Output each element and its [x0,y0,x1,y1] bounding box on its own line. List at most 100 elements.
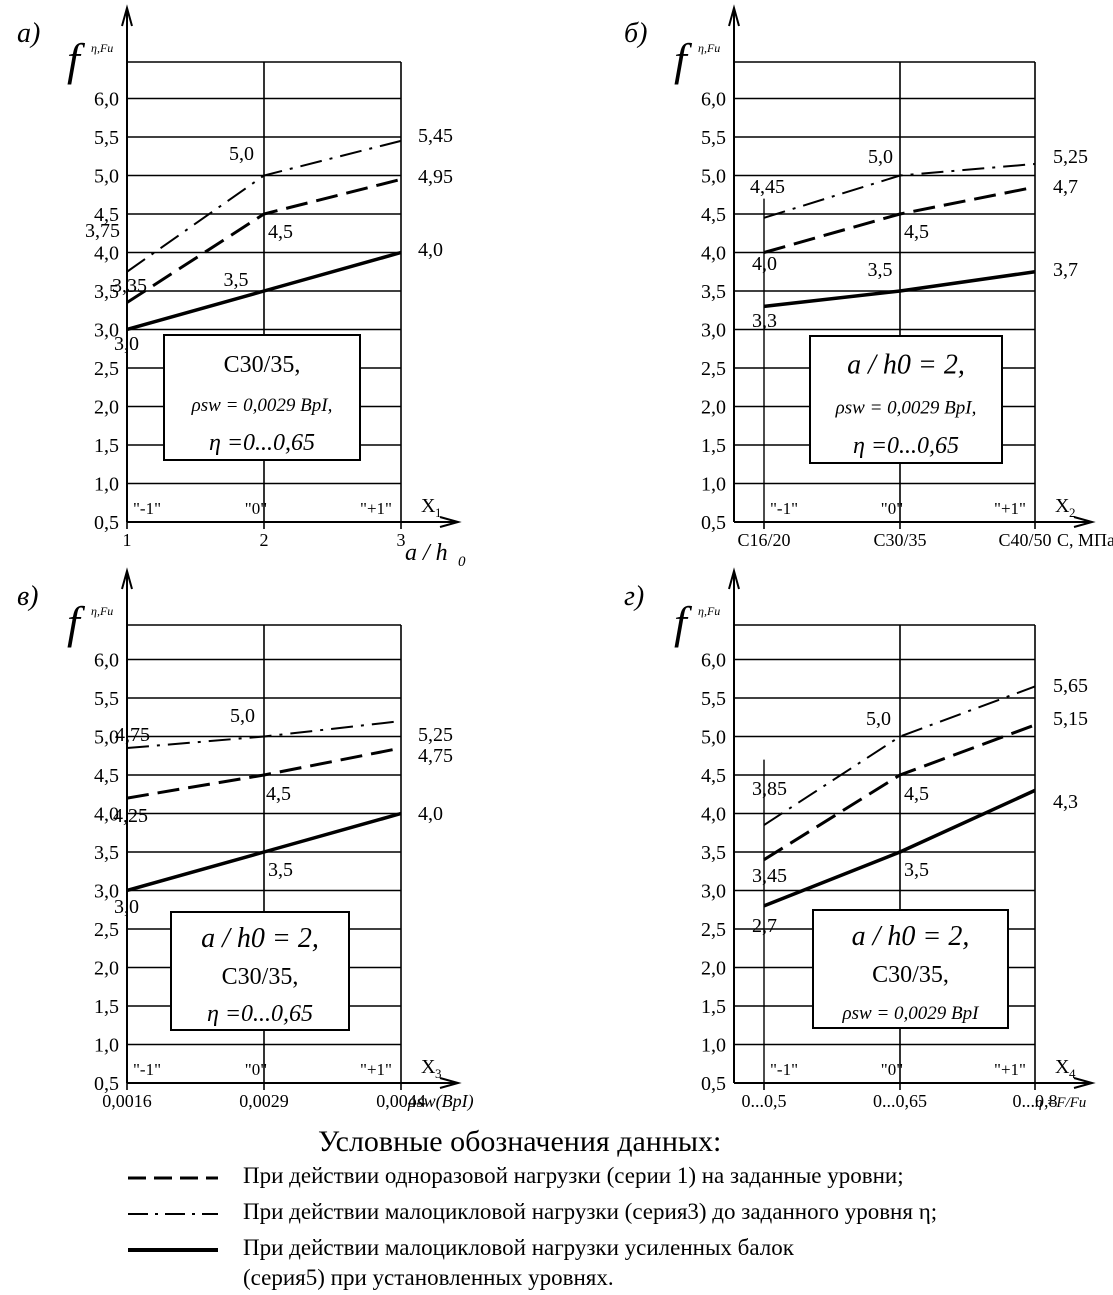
y-tick-label: 5,0 [701,166,726,188]
data-label: 3,85 [752,778,787,800]
x-tick-label: 0,0044 [376,1091,426,1111]
y-tick-label: 1,0 [94,1035,119,1057]
y-tick-label: 5,0 [94,727,119,749]
y-tick-label: 2,5 [701,919,726,941]
legend-text-dashdot: При действии малоцикловой нагрузки (сери… [243,1199,938,1224]
series-line-dashed [763,185,1036,254]
y-tick-label: 2,0 [701,397,726,419]
series-line-dashed [126,746,402,800]
x-tick-label: 2 [260,530,269,550]
data-label: 3,5 [224,269,249,291]
y-tick-label: 2,0 [94,958,119,980]
x-tick-label: 0,0016 [102,1091,152,1111]
y-axis-label-superscript: η,Fu [91,41,113,55]
y-tick-label: 0,5 [94,1073,119,1095]
x-axis-arrow [439,516,462,528]
parameter-box-line: C30/35, [872,962,949,988]
x-axis-label: a / h [405,540,448,566]
y-axis-label: f [674,34,693,85]
y-tick-label: 4,0 [701,804,726,826]
panel-label: б) [624,18,647,49]
data-label: 5,15 [1053,708,1088,730]
x-tick-label: 0...0,8 [1013,1091,1058,1111]
series-line-solid [126,811,402,893]
series-line-solid [126,250,402,332]
x-tick-label: 0...0,5 [742,1091,787,1111]
code-level-label: "0" [245,1060,267,1079]
y-tick-label: 5,5 [701,688,726,710]
y-tick-label: 4,5 [701,765,726,787]
y-tick-label: 1,5 [94,996,119,1018]
y-tick-label: 4,5 [94,204,119,226]
factor-label: X [421,1056,436,1078]
data-label: 3,45 [752,865,787,887]
series-line-solid [763,788,1036,908]
panel-label: а) [17,18,40,49]
data-label: 4,5 [904,783,929,805]
y-tick-label: 0,5 [94,512,119,534]
y-tick-label: 3,0 [701,320,726,342]
series-line-dashdot [126,720,402,750]
code-level-label: "0" [245,499,267,518]
series-line-dashdot [763,685,1036,826]
code-level-label: "+1" [994,1060,1026,1079]
series-group [126,139,402,332]
parameter-box-frame [163,334,361,461]
legend-title: Условные обозначения данных: [318,1125,722,1158]
data-label: 4,7 [1053,176,1078,198]
x-tick-label: C40/50 [998,530,1051,550]
parameter-box-line: C30/35, [224,352,301,378]
parameter-box-frame [170,911,350,1031]
series-line-dashed [126,177,402,304]
y-axis-arrow [121,4,133,27]
code-level-label: "-1" [133,499,161,518]
y-tick-label: 6,0 [701,650,726,672]
legend-text-dashed: При действии одноразовой нагрузки (серии… [243,1163,904,1188]
factor-label: X [421,495,436,517]
x-axis-arrow [439,1077,462,1089]
y-tick-label: 6,0 [701,89,726,111]
parameter-box-line: a / h0 = 2, [852,921,970,952]
data-label: 4,5 [268,221,293,243]
y-tick-label: 4,5 [94,765,119,787]
legend-item-continuation: (серия5) при установленных уровнях. [128,1265,1108,1295]
y-tick-label: 5,5 [701,127,726,149]
y-tick-label: 0,5 [701,512,726,534]
dashdot-line-swatch [128,1213,218,1215]
x-axis-label: C, МПа [1057,530,1113,550]
axes [728,4,1096,529]
data-label: 3,5 [868,259,893,281]
x-tick-label: 0,0029 [239,1091,289,1111]
y-tick-label: 4,0 [701,243,726,265]
legend-text-solid: При действии малоцикловой нагрузки усиле… [243,1235,794,1260]
legend-item-dashed: При действии одноразовой нагрузки (серии… [128,1163,1108,1193]
y-tick-label: 2,5 [94,358,119,380]
y-axis-arrow [728,567,740,590]
y-tick-label: 3,5 [701,842,726,864]
legend-item-solid: При действии малоцикловой нагрузки усиле… [128,1235,1108,1265]
y-tick-label: 5,0 [701,727,726,749]
data-label: 5,0 [229,143,254,165]
x-axis-label: ρsw(BpI) [407,1091,474,1112]
parameter-box-frame [809,335,1003,464]
y-tick-label: 1,0 [94,474,119,496]
factor-label-subscript: 1 [435,505,442,520]
chart-panel-4: 0,51,01,52,02,53,03,54,04,55,05,56,0г)f η… [624,567,1096,1111]
code-level-label: "+1" [994,499,1026,518]
y-tick-label: 0,5 [701,1073,726,1095]
code-level-label: "-1" [770,499,798,518]
panel-label: г) [624,581,644,612]
data-label: 4,75 [115,724,150,746]
y-tick-label: 6,0 [94,89,119,111]
parameter-box-line: η =0...0,65 [853,433,959,459]
y-tick-label: 2,5 [701,358,726,380]
y-axis-arrow [121,567,133,590]
data-label: 5,45 [418,125,453,147]
y-tick-label: 2,0 [94,397,119,419]
axes [121,4,462,529]
chart-panel-1: 0,51,01,52,02,53,03,54,04,55,05,56,0а)f η… [17,4,466,570]
series-group [763,685,1036,908]
series-line-dashdot [763,162,1036,219]
y-tick-label: 1,5 [701,996,726,1018]
series-group [126,720,402,893]
